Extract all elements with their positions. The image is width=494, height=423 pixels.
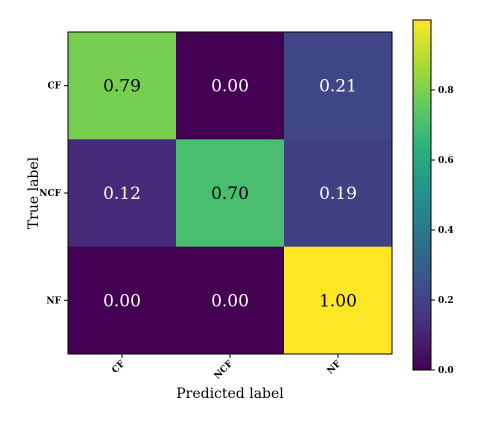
colorbar-tick-label: 0.4: [438, 226, 454, 236]
y-tick-label: NCF: [39, 189, 61, 199]
x-axis-label: Predicted label: [176, 386, 284, 402]
heatmap-cell: [68, 139, 177, 248]
heatmap-cell: [284, 246, 393, 355]
colorbar-tick-label: 0.0: [438, 366, 454, 376]
x-tick-label: NF: [326, 359, 344, 377]
y-tick-label: CF: [47, 82, 61, 92]
cell-value-label: 0.70: [211, 184, 249, 204]
heatmap-cell: [176, 246, 285, 355]
colorbar-tick-label: 0.6: [438, 156, 454, 166]
y-tick-label: NF: [46, 296, 61, 306]
cell-value-label: 0.00: [211, 291, 249, 311]
heatmap-cell: [68, 246, 177, 355]
cell-value-label: 0.12: [103, 184, 141, 204]
cell-value-label: 0.21: [319, 77, 357, 97]
colorbar: [413, 20, 431, 370]
colorbar-ticks: 0.0 0.2 0.4 0.6 0.8: [431, 86, 454, 376]
y-axis-ticks: CF NCF NF: [39, 82, 68, 306]
x-tick-label: CF: [110, 359, 127, 376]
cell-value-label: 0.00: [211, 77, 249, 97]
heatmap-cell: [176, 32, 285, 140]
heatmap-cell: [176, 139, 285, 248]
heatmap-cell: [284, 32, 393, 140]
cell-value-label: 0.00: [103, 291, 141, 311]
colorbar-tick-label: 0.2: [438, 296, 454, 306]
heatmap-cells: [68, 32, 393, 355]
x-tick-label: NCF: [213, 359, 236, 382]
y-axis-label: True label: [26, 156, 42, 229]
heatmap-cell-labels: 0.79 0.00 0.21 0.12 0.70 0.19 0.00 0.00 1.00: [103, 77, 357, 312]
heatmap-cell: [284, 139, 393, 248]
colorbar-frame: [412, 19, 432, 371]
cell-value-label: 0.19: [319, 184, 357, 204]
x-axis-ticks: CF NCF NF: [110, 354, 344, 382]
cell-value-label: 0.79: [103, 77, 141, 97]
heatmap-cell: [68, 32, 177, 140]
cell-value-label: 1.00: [319, 291, 357, 311]
colorbar-tick-label: 0.8: [438, 86, 454, 96]
